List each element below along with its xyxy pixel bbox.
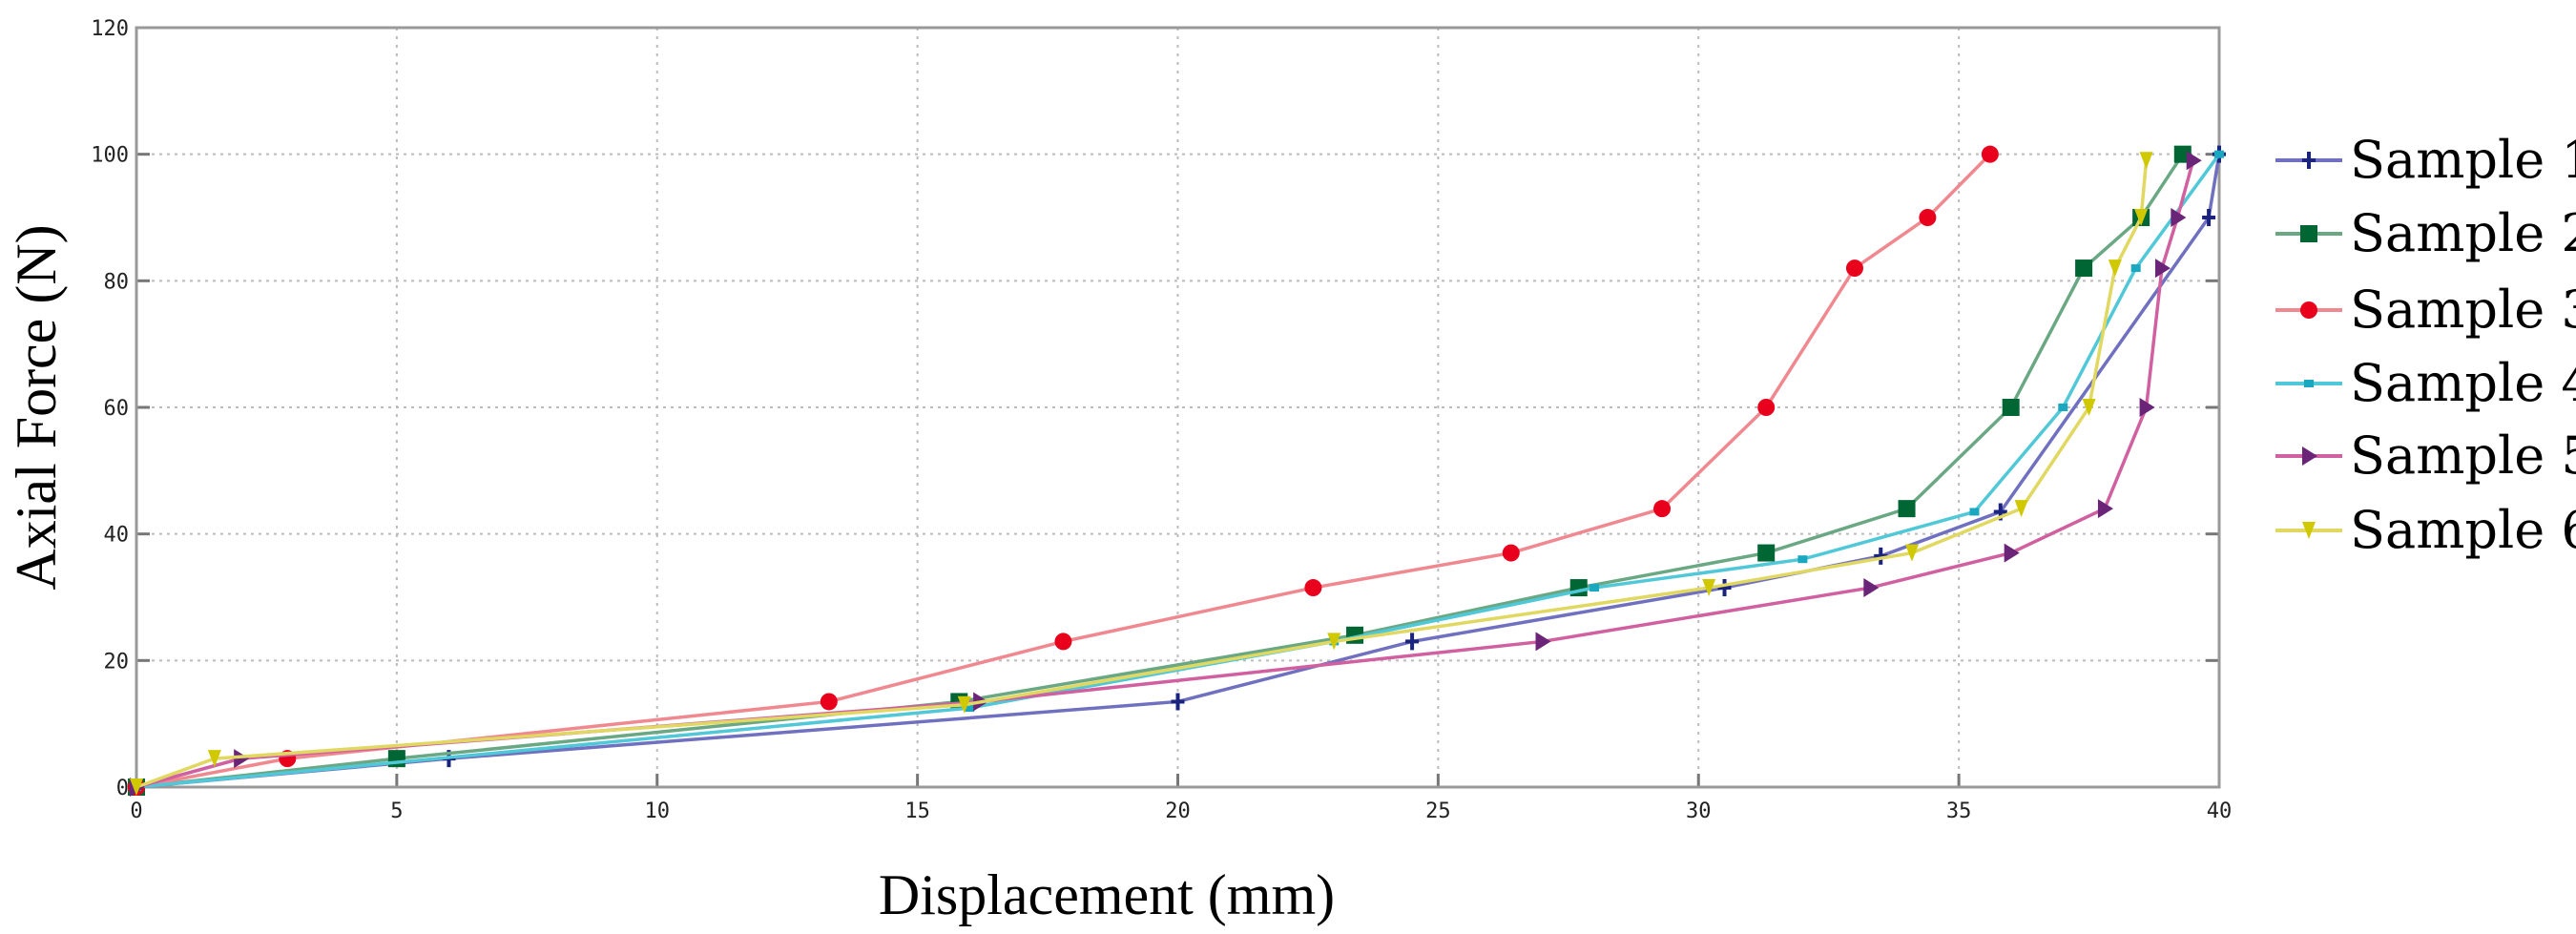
legend-label: Sample 6 [2350, 500, 2576, 560]
legend-label: Sample 3 [2350, 280, 2576, 340]
legend-item-5: Sample 5 [2275, 425, 2576, 486]
legend-marker [2300, 301, 2317, 319]
data-point [1757, 399, 1776, 416]
data-point [2154, 259, 2171, 279]
x-tick-label: 5 [390, 799, 403, 823]
data-point [1981, 145, 1999, 163]
data-point [130, 778, 143, 796]
legend-item-2: Sample 2 [2275, 203, 2576, 263]
y-tick-label: 80 [104, 270, 130, 294]
x-tick-label: 10 [645, 799, 671, 823]
y-tick-label: 120 [91, 17, 129, 41]
data-point [1863, 578, 1880, 598]
series-line [135, 159, 2195, 789]
data-point [1589, 584, 1600, 592]
x-tick-label: 30 [1686, 799, 1712, 823]
data-point [1845, 259, 1863, 278]
x-axis-label: Displacement (mm) [879, 863, 1335, 926]
data-point [2171, 208, 2187, 227]
grid [136, 28, 2219, 787]
data-point [1405, 633, 1420, 651]
data-point [1171, 693, 1185, 711]
legend-label: Sample 2 [2350, 203, 2576, 263]
data-point [2002, 399, 2020, 416]
data-point [1054, 633, 1072, 651]
data-point [2214, 150, 2224, 158]
data-point [234, 749, 250, 769]
data-point [207, 750, 221, 768]
data-point [1905, 544, 1920, 562]
legend-item-3: Sample 3 [2275, 280, 2576, 340]
data-point [1653, 500, 1672, 518]
x-tick-label: 35 [1946, 799, 1972, 823]
series-5 [130, 151, 2202, 797]
data-point [965, 704, 975, 713]
series-line [135, 153, 2221, 789]
data-point [1797, 555, 1808, 564]
data-point [820, 693, 838, 711]
x-tick-label: 25 [1425, 799, 1451, 823]
data-point [2202, 209, 2216, 226]
x-tick-label: 0 [130, 799, 142, 823]
series-line [135, 153, 2185, 789]
legend-item-4: Sample 4 [2275, 353, 2576, 413]
data-point [2139, 398, 2155, 417]
series-3 [128, 145, 1999, 796]
series-group [128, 145, 2226, 797]
data-point [957, 695, 971, 714]
data-point [1535, 632, 1551, 652]
legend-label: Sample 4 [2350, 353, 2576, 413]
data-point [1919, 209, 1937, 226]
y-tick-label: 100 [91, 144, 129, 168]
x-tick-label: 15 [904, 799, 930, 823]
data-point [1757, 544, 1776, 562]
legend-item-1: Sample 1 [2275, 130, 2576, 190]
axis-ticks: 0 5 10 15 20 25 30 35 40 0 20 40 60 80 100 120 [91, 17, 2232, 823]
y-tick-label: 20 [104, 650, 130, 674]
legend-marker [2300, 225, 2317, 242]
series-line [135, 154, 2221, 789]
y-axis-label: Axial Force (N) [5, 224, 68, 590]
y-tick-label: 40 [104, 524, 130, 548]
legend-marker [2302, 522, 2316, 539]
legend: Sample 1 Sample 2 Sample 3 Sample 4 Sample 5… [2275, 130, 2576, 560]
data-point [1898, 500, 1916, 518]
data-point [2186, 151, 2202, 171]
data-point [2097, 499, 2113, 519]
data-point [2134, 209, 2149, 226]
y-tick-label: 60 [104, 397, 130, 421]
data-point [1969, 508, 1980, 516]
data-point [2058, 404, 2068, 411]
legend-marker [2302, 446, 2317, 466]
series-line [135, 160, 2149, 789]
x-tick-label: 20 [1165, 799, 1191, 823]
data-point [2139, 152, 2153, 170]
data-point [2108, 259, 2122, 278]
legend-marker [2304, 380, 2314, 387]
data-point [1304, 579, 1322, 597]
plot-frame [135, 26, 2221, 789]
legend-label: Sample 1 [2350, 130, 2576, 190]
series-6 [130, 152, 2153, 796]
legend-marker [2302, 152, 2316, 169]
data-point [387, 750, 405, 768]
data-point [2075, 259, 2093, 278]
y-tick-label: 0 [116, 777, 129, 800]
legend-item-6: Sample 6 [2275, 500, 2576, 560]
series-2 [128, 145, 2192, 796]
data-point [2014, 500, 2028, 518]
data-point [1702, 579, 1716, 597]
data-point [2130, 264, 2141, 273]
data-point [1327, 633, 1341, 651]
data-point [1717, 579, 1732, 597]
data-point [2004, 543, 2020, 563]
x-tick-label: 40 [2207, 799, 2233, 823]
data-point [2082, 399, 2096, 416]
legend-label: Sample 5 [2350, 425, 2576, 486]
data-point [1502, 544, 1520, 562]
